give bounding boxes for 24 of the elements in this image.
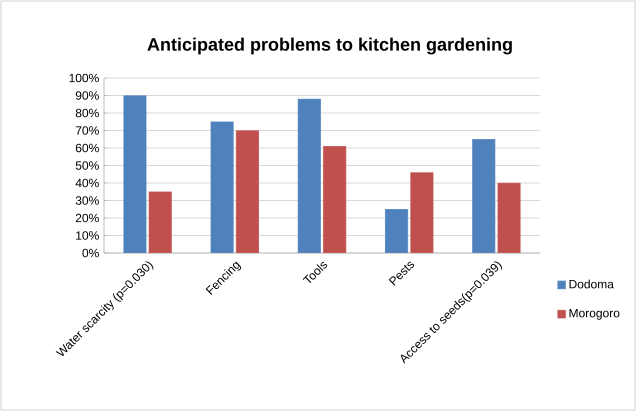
y-tick-label: 40% [76,178,99,188]
chart-title: Anticipated problems to kitchen gardening [147,38,512,54]
legend-label: Dodoma [570,280,614,288]
y-tick-label: 10% [76,231,99,240]
y-tick-label: 70% [76,126,99,135]
bar [472,138,496,253]
y-tick-label: 80% [76,108,99,118]
bar [410,172,434,253]
bar [123,95,147,253]
y-tick-label: 60% [76,144,99,152]
bar [210,121,234,253]
bar [148,191,172,253]
legend-label: Morogoro [570,308,620,320]
bar [323,146,346,253]
y-tick-label: 50% [76,161,99,170]
y-tick-label: 20% [76,214,99,222]
y-tick-label: 30% [76,196,99,205]
y-tick-label: 0% [82,248,99,258]
bar [497,182,521,253]
bar [384,208,408,253]
bar [298,98,321,253]
y-tick-label: 100% [70,74,99,82]
y-tick-label: 90% [76,91,99,100]
bar [236,130,260,253]
